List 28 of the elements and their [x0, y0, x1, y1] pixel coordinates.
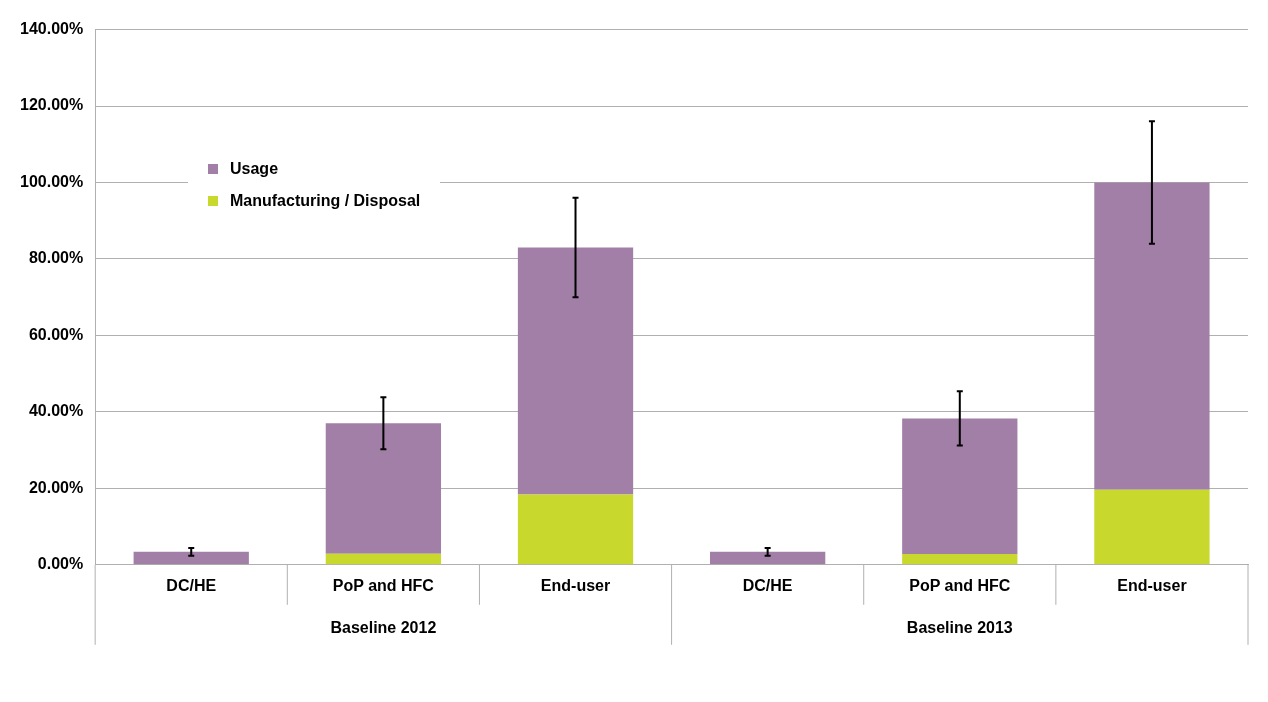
bar [325, 423, 442, 554]
y-tick-label: 20.00% [28, 478, 84, 496]
legend-label: Usage [230, 160, 279, 178]
y-tick-label: 60.00% [28, 325, 84, 343]
legend-label: Manufacturing / Disposal [230, 192, 421, 210]
y-tick-label: 80.00% [28, 249, 84, 267]
bar [517, 247, 634, 495]
x-tick-label: End-user [540, 576, 611, 594]
x-tick-label: DC/HE [166, 576, 217, 594]
y-tick-label: 40.00% [28, 402, 84, 420]
x-tick-label: PoP and HFC [909, 576, 1011, 594]
y-tick-label: 140.00% [19, 20, 84, 38]
x-tick-label: PoP and HFC [332, 576, 435, 594]
bar [902, 418, 1018, 555]
x-tick-label: End-user [1117, 576, 1187, 594]
text: Baseline 2012 [330, 619, 437, 637]
bar [1094, 489, 1210, 565]
y-tick-label: 120.00% [19, 96, 84, 114]
bar [517, 494, 634, 565]
bar [325, 553, 442, 565]
y-tick-label: 100.00% [19, 172, 84, 190]
bar [1094, 182, 1210, 490]
bar [710, 551, 826, 565]
text: Baseline 2013 [906, 619, 1013, 637]
bar [902, 554, 1018, 565]
bar [133, 551, 249, 565]
x-tick-label: DC/HE [742, 576, 793, 594]
y-tick-label: 0.00% [37, 555, 84, 573]
